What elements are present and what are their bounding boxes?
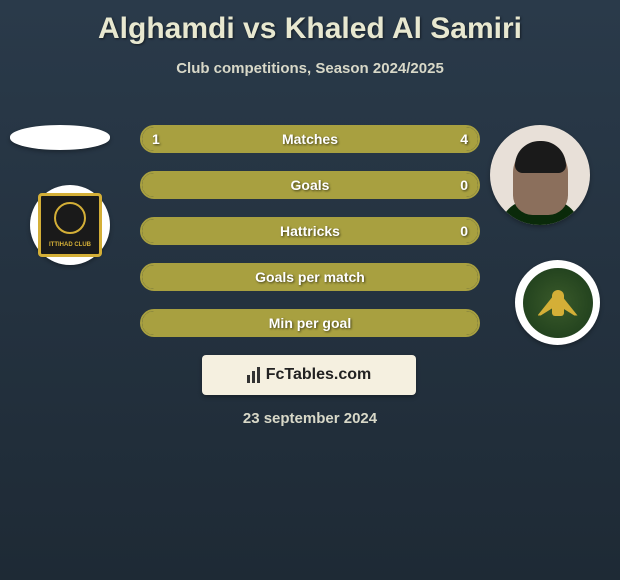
stat-label: Goals per match [142, 269, 478, 285]
stat-bar-matches: 1 Matches 4 [140, 125, 480, 153]
stat-value-right: 0 [460, 177, 468, 193]
brand-text: FcTables.com [266, 366, 372, 384]
player-left-photo [10, 125, 110, 150]
club-left-logo: ITTIHAD CLUB [38, 193, 102, 257]
chart-icon [247, 367, 260, 383]
stat-bar-hattricks: Hattricks 0 [140, 217, 480, 245]
stat-bar-goals: Goals 0 [140, 171, 480, 199]
stats-list: 1 Matches 4 Goals 0 Hattricks 0 Goals pe… [140, 125, 480, 355]
stat-label: Matches [142, 131, 478, 147]
club-left-badge: ITTIHAD CLUB [30, 185, 110, 265]
stat-value-right: 4 [460, 131, 468, 147]
stat-label: Hattricks [142, 223, 478, 239]
eagle-icon [538, 288, 578, 318]
stat-label: Min per goal [142, 315, 478, 331]
stat-bar-min-per-goal: Min per goal [140, 309, 480, 337]
date-text: 23 september 2024 [0, 410, 620, 427]
club-right-badge [515, 260, 600, 345]
club-right-logo [523, 268, 593, 338]
brand-badge: FcTables.com [202, 355, 416, 395]
club-left-name: ITTIHAD CLUB [49, 242, 91, 248]
comparison-card: Alghamdi vs Khaled Al Samiri Club compet… [0, 0, 620, 440]
stat-bar-goals-per-match: Goals per match [140, 263, 480, 291]
subtitle: Club competitions, Season 2024/2025 [0, 60, 620, 77]
stat-value-right: 0 [460, 223, 468, 239]
player-right-photo [490, 125, 590, 225]
page-title: Alghamdi vs Khaled Al Samiri [0, 0, 620, 46]
stat-label: Goals [142, 177, 478, 193]
